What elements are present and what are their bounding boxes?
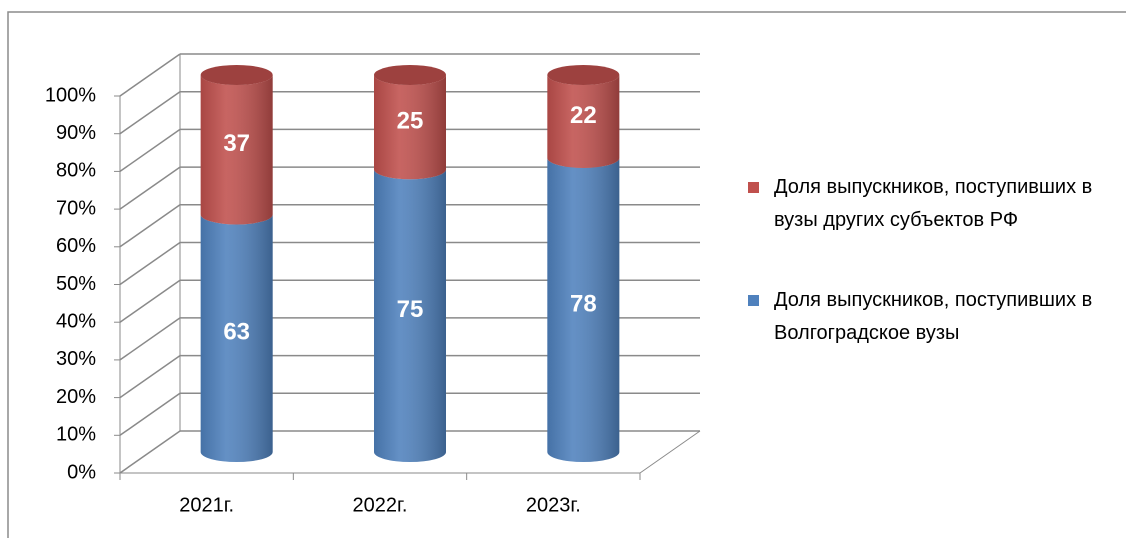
legend-item: Доля выпускников, поступивших в вузы дру… (748, 171, 1118, 237)
bar-top-shade (547, 65, 620, 85)
data-label: 22 (570, 102, 597, 129)
data-label: 78 (570, 290, 597, 317)
y-tick-label: 30% (56, 348, 96, 370)
y-tick-label: 80% (56, 160, 96, 182)
grid-line-side (119, 241, 181, 286)
legend-swatch (748, 295, 759, 306)
y-tick-label: 20% (56, 386, 96, 408)
bar-shade (374, 75, 446, 180)
x-tick-label: 2022г. (353, 494, 408, 516)
y-tick-label: 50% (56, 273, 96, 295)
legend-item: Доля выпускников, поступивших в Волгогра… (748, 284, 1118, 350)
y-tick-label: 60% (56, 235, 96, 257)
grid-line-side (119, 279, 181, 323)
data-label: 75 (397, 296, 424, 323)
bar-shade (200, 75, 273, 225)
grid-line-side (119, 204, 181, 248)
x-tick-label: 2023г. (526, 494, 581, 516)
y-tick-label: 40% (56, 310, 96, 332)
y-tick-label: 0% (67, 461, 96, 483)
y-tick-label: 10% (56, 424, 96, 446)
grid-line-side (119, 354, 181, 399)
legend-swatch (748, 182, 759, 193)
legend-label: Доля выпускников, поступивших в Волгогра… (774, 289, 1093, 344)
floor-side (639, 430, 701, 474)
bar-top (374, 65, 446, 85)
data-label: 25 (397, 107, 424, 134)
y-tick-label: 70% (56, 197, 96, 219)
grid-line-side (119, 53, 181, 97)
grid-line-side (119, 392, 181, 436)
bar-top-shade (200, 65, 273, 85)
chart-border (7, 11, 1126, 538)
bar-top (547, 65, 620, 85)
data-label: 37 (223, 130, 250, 157)
grid-line-side (119, 317, 181, 361)
x-tick-label: 2021г. (179, 494, 234, 516)
bar-shade (547, 157, 620, 462)
bar-top (200, 65, 273, 85)
bar-shade (200, 214, 273, 462)
bar-shade (374, 169, 446, 462)
legend-label: Доля выпускников, поступивших в вузы дру… (774, 176, 1093, 231)
y-tick-label: 100% (45, 84, 96, 106)
data-label: 63 (223, 319, 250, 346)
bar-shade (547, 75, 620, 168)
y-tick-label: 90% (56, 122, 96, 144)
bar-top-shade (374, 65, 446, 85)
grid-line-side (119, 128, 181, 173)
grid-line-side (119, 430, 181, 474)
grid-line-side (119, 166, 181, 210)
grid-line-side (119, 91, 181, 135)
